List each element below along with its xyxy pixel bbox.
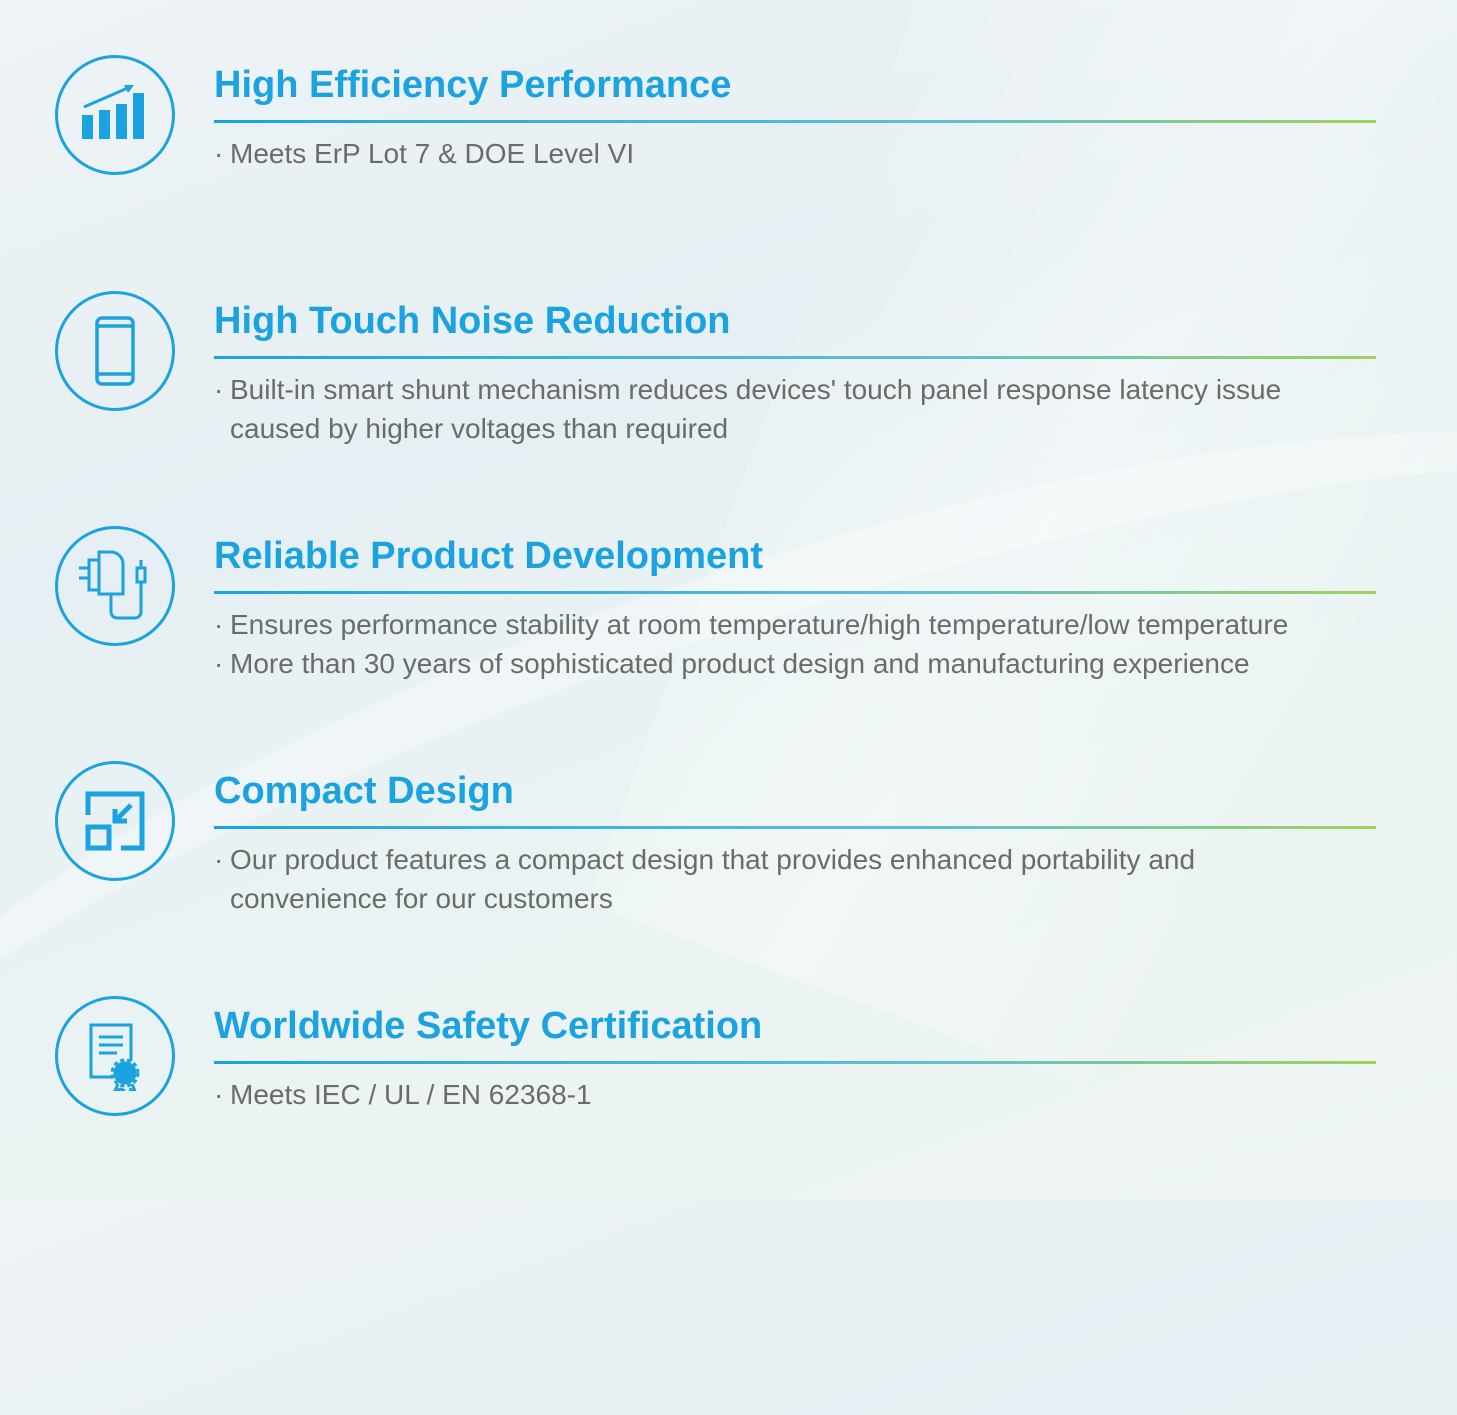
feature-high-efficiency: High Efficiency Performance Meets ErP Lo…: [0, 50, 1457, 285]
divider: [214, 826, 1376, 829]
smartphone-icon: [55, 291, 175, 411]
feature-title: Compact Design: [214, 770, 514, 812]
bullet-text: Our product features a compact design th…: [214, 840, 1195, 879]
certificate-icon: [55, 996, 175, 1116]
bullet-text: Meets ErP Lot 7 & DOE Level VI: [214, 134, 634, 173]
bullet-text-continued: caused by higher voltages than required: [230, 413, 729, 444]
feature-title: Worldwide Safety Certification: [214, 1005, 763, 1047]
feature-safety-certification: Worldwide Safety Certification Meets IEC…: [0, 991, 1457, 1226]
bullet-text: Meets IEC / UL / EN 62368-1: [214, 1075, 592, 1114]
feature-compact-design: Compact Design Our product features a co…: [0, 756, 1457, 991]
divider: [214, 356, 1376, 359]
bar-chart-growth-icon: [55, 55, 175, 175]
bullet-text: More than 30 years of sophisticated prod…: [214, 644, 1288, 683]
bullet-text-continued: convenience for our customers: [230, 883, 613, 914]
compact-resize-icon: [55, 761, 175, 881]
feature-title: Reliable Product Development: [214, 535, 764, 577]
power-adapter-icon: [55, 526, 175, 646]
feature-reliable-development: Reliable Product Development Ensures per…: [0, 521, 1457, 756]
feature-title: High Efficiency Performance: [214, 64, 732, 106]
divider: [214, 591, 1376, 594]
divider: [214, 1061, 1376, 1064]
bullet-text: Built-in smart shunt mechanism reduces d…: [214, 370, 1281, 409]
bullet-text: Ensures performance stability at room te…: [214, 605, 1288, 644]
divider: [214, 120, 1376, 123]
feature-title: High Touch Noise Reduction: [214, 300, 731, 342]
feature-touch-noise: High Touch Noise Reduction Built-in smar…: [0, 286, 1457, 521]
